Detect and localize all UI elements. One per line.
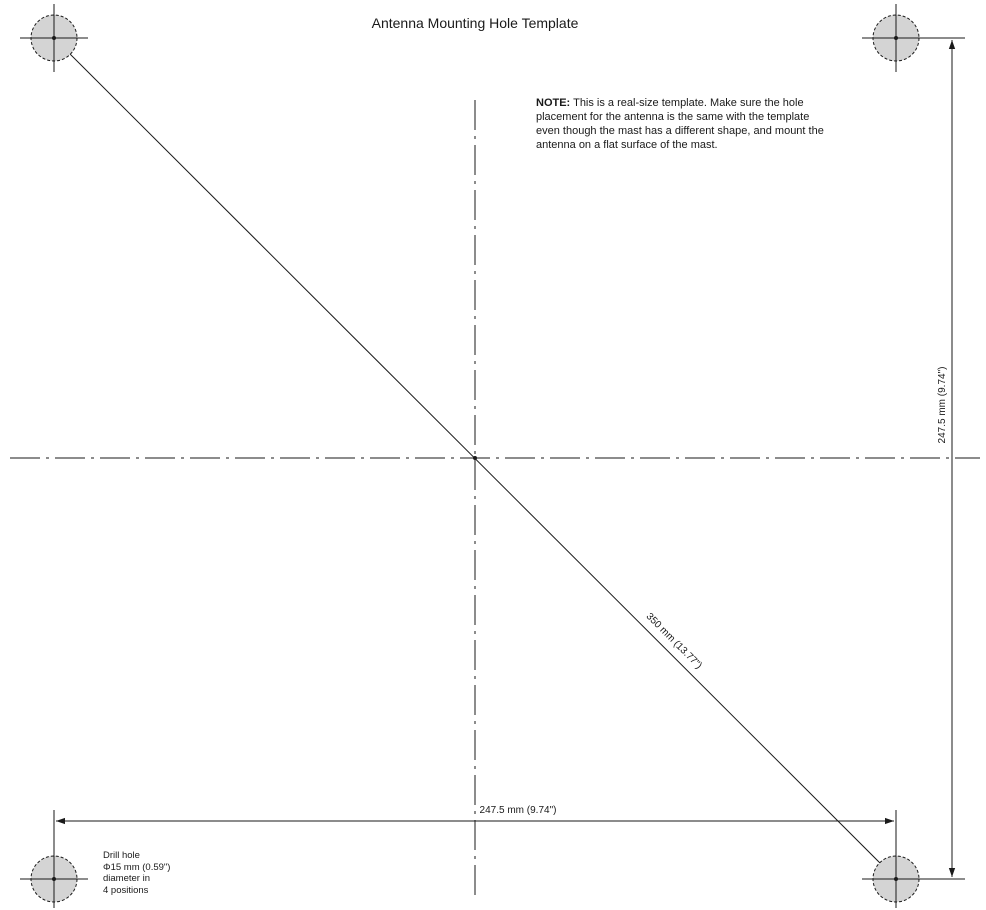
drill-hole-note: Drill hole Φ15 mm (0.59") diameter in 4 … [103,850,170,896]
page-title: Antenna Mounting Hole Template [371,15,579,31]
note-label: NOTE: [536,97,571,109]
vertical-dimension-label: 247.5 mm (9.74") [937,367,948,444]
drill-hole-top-left [20,4,88,72]
drill-hole-bottom-left [20,845,88,908]
drill-hole-bottom-right [862,845,965,908]
center-point [473,456,477,460]
diagonal-dimension-label: 350 mm (13.77") [644,611,704,671]
drill-note-line-1: Drill hole [103,850,140,861]
note-text: NOTE: This is a real-size template. Make… [536,96,826,152]
drill-note-line-3: diameter in [103,873,150,884]
horizontal-dimension-label: 247.5 mm (9.74") [480,805,557,816]
drill-hole-top-right [862,4,930,72]
drill-note-line-2: Φ15 mm (0.59") [103,861,171,873]
drill-note-line-4: 4 positions [103,884,149,896]
note-body: This is a real-size template. Make sure … [536,97,824,151]
